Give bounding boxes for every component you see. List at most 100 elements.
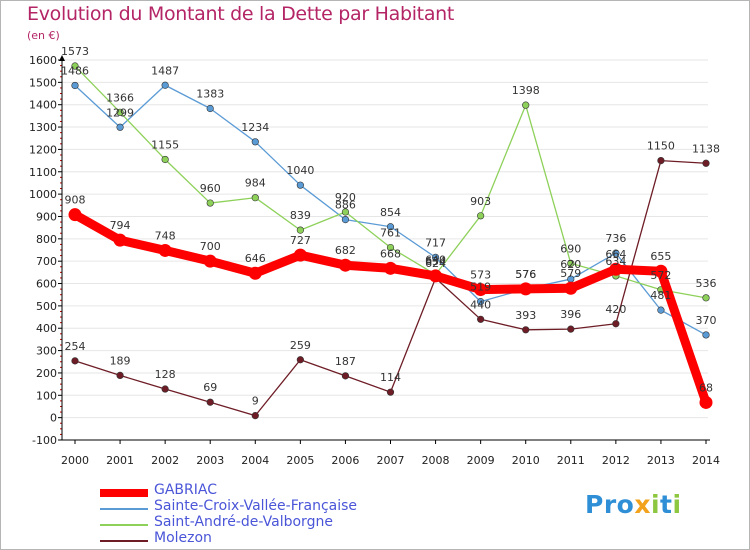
x-tick-label: 2012 [602,454,630,467]
data-label: 393 [515,309,536,322]
data-point [702,331,710,339]
data-label: 1040 [286,164,314,177]
data-point [474,283,488,297]
y-tick-label: 300 [36,345,57,358]
data-point [338,258,352,272]
x-tick-label: 2002 [151,454,179,467]
data-label: 655 [650,250,671,263]
data-point [519,282,533,296]
data-point [71,81,79,90]
data-label: 646 [245,252,266,265]
data-point [206,199,214,207]
chart-title: Evolution du Montant de la Dette par Hab… [27,3,455,25]
data-label: 1234 [241,121,269,134]
data-label: 187 [335,355,356,368]
x-tick-label: 2010 [512,454,540,467]
x-tick-label: 2008 [422,454,450,467]
series-layer [68,62,713,420]
data-label: 370 [696,314,717,327]
proxiti-logo: Proxiti [585,490,682,519]
data-label: 960 [200,182,221,195]
data-label: 1366 [106,91,134,104]
data-label: 634 [605,255,626,268]
data-point [477,298,485,306]
data-point [341,372,350,380]
data-point [293,248,307,262]
data-point [522,326,530,334]
data-label: 481 [650,289,671,302]
data-label: 1486 [61,64,89,77]
data-point [522,101,530,109]
y-tick-label: 1600 [29,54,57,67]
data-point [296,226,304,234]
data-point [161,81,169,89]
data-point [71,62,79,70]
data-label: 700 [200,240,221,253]
y-axis-arrow [59,55,65,61]
legend-swatch [100,524,148,526]
data-point [203,254,217,268]
data-label: 664 [605,248,626,261]
data-label: 114 [380,371,401,384]
data-label: 68 [699,381,713,394]
data-point [296,356,304,364]
data-label: 717 [425,236,446,249]
y-tick-label: -100 [32,434,57,447]
y-tick-label: 900 [36,210,57,223]
data-label: 839 [290,209,311,222]
data-label: 1398 [512,84,540,97]
data-point [251,412,259,420]
data-label: 420 [605,303,626,316]
data-label: 1138 [692,142,720,155]
data-label: 624 [425,257,446,270]
data-label: 761 [380,227,401,240]
data-point [654,264,668,278]
y-tick-label: 800 [36,233,57,246]
data-point [206,398,214,406]
data-label: 259 [290,339,311,352]
data-point [702,294,710,302]
y-tick-label: 600 [36,278,57,291]
y-tick-label: 200 [36,367,57,380]
data-label: 1299 [106,106,134,119]
data-point [612,249,620,257]
grid-layer [62,59,708,441]
legend-label: Saint-André-de-Valborgne [154,514,333,530]
data-label: 748 [155,229,176,242]
data-point [341,216,350,224]
data-point [609,262,623,276]
data-label: 634 [425,255,446,268]
data-label: 573 [470,269,491,282]
data-point [477,315,485,323]
data-point [612,320,620,328]
x-tick-label: 2001 [106,454,134,467]
data-label: 903 [470,195,491,208]
data-point [113,233,127,247]
data-point [71,357,79,365]
data-point [699,395,713,409]
y-tick-label: 500 [36,300,57,313]
data-label: 440 [470,298,491,311]
data-label: 1573 [61,45,89,58]
data-label: 536 [696,277,717,290]
y-tick-label: 1000 [29,188,57,201]
data-point [161,385,169,393]
y-tick-label: 1500 [29,76,57,89]
data-label: 736 [605,232,626,245]
data-label: 886 [335,199,356,212]
y-tick-label: 400 [36,322,57,335]
data-label: 794 [110,219,131,232]
y-tick-label: 1200 [29,143,57,156]
data-label: 682 [335,244,356,257]
x-tick-label: 2006 [331,454,359,467]
data-point [158,243,172,257]
data-label: 254 [65,340,86,353]
data-label: 519 [470,281,491,294]
chart-unit-label: (en €) [27,29,60,42]
legend-swatch [100,540,148,542]
data-label: 128 [155,368,176,381]
data-label: 1150 [647,140,675,153]
x-tick-label: 2013 [647,454,675,467]
data-point [251,194,259,202]
